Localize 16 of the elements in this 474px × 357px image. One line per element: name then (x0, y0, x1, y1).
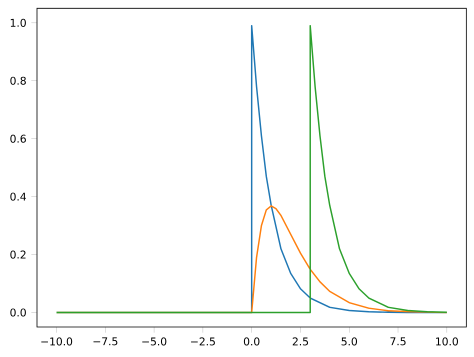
y-tick-label: 0.8 (10, 76, 26, 85)
y-tick-label: 0.2 (10, 250, 26, 259)
x-tick-label: −10.0 (41, 337, 72, 346)
y-tick-label: 1.0 (10, 18, 26, 27)
y-tick-label: 0.0 (10, 308, 26, 317)
x-tick-label: −2.5 (191, 337, 215, 346)
x-tick-label: 2.5 (292, 337, 308, 346)
x-tick-label: 10.0 (436, 337, 458, 346)
x-tick-label: 7.5 (390, 337, 406, 346)
y-tick-label: 0.4 (10, 192, 26, 201)
y-tick-label: 0.6 (10, 134, 26, 143)
x-tick-label: −5.0 (142, 337, 166, 346)
x-tick-label: 5.0 (342, 337, 358, 346)
x-tick-label: 0.0 (244, 337, 260, 346)
line-series (56, 24, 448, 314)
x-tick-label: −7.5 (93, 337, 118, 346)
